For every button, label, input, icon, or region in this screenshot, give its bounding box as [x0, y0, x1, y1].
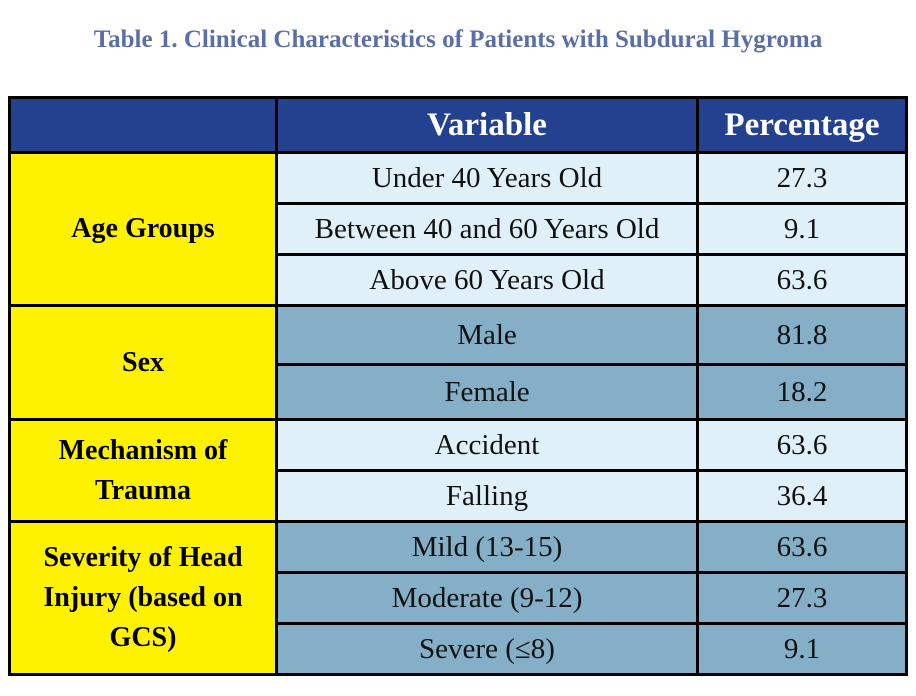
- percentage-cell: 9.1: [696, 622, 908, 676]
- header-variable: Variable: [275, 96, 699, 154]
- percentage-cell: 63.6: [696, 520, 908, 574]
- group-label-severity: Severity of Head Injury (based on GCS): [8, 520, 278, 676]
- variable-cell: Above 60 Years Old: [275, 253, 699, 307]
- group-label-sex: Sex: [8, 304, 278, 421]
- table-row: Sex Male 81.8: [8, 304, 908, 421]
- variable-cell: Severe (≤8): [275, 622, 699, 676]
- variable-cell: Under 40 Years Old: [275, 151, 699, 205]
- table-row: Above 60 Years Old 63.6: [10, 253, 908, 307]
- percentage-cell: 63.6: [696, 418, 908, 472]
- table-row: Severe (≤8) 9.1: [10, 622, 908, 676]
- table-row: Female 18.2: [10, 363, 908, 421]
- percentage-cell: 63.6: [696, 253, 908, 307]
- table-row: Falling 36.4: [10, 469, 908, 523]
- percentage-cell: 9.1: [696, 202, 908, 256]
- table-row: Age Groups Under 40 Years Old 27.3: [8, 151, 908, 307]
- table-row: Moderate (9-12) 27.3: [10, 571, 908, 625]
- variable-cell: Female: [275, 363, 699, 421]
- table-row: Severity of Head Injury (based on GCS) M…: [8, 520, 908, 676]
- percentage-cell: 18.2: [696, 363, 908, 421]
- variable-cell: Mild (13-15): [275, 520, 699, 574]
- variable-cell: Falling: [275, 469, 699, 523]
- group-label-age: Age Groups: [8, 151, 278, 307]
- header-group: [8, 96, 278, 154]
- clinical-characteristics-table: Variable Percentage Age Groups Under 40 …: [8, 96, 908, 676]
- table-row: Between 40 and 60 Years Old 9.1: [10, 202, 908, 256]
- table-header-row: Variable Percentage: [8, 96, 908, 154]
- percentage-cell: 36.4: [696, 469, 908, 523]
- header-percentage: Percentage: [696, 96, 908, 154]
- variable-cell: Moderate (9-12): [275, 571, 699, 625]
- group-label-mechanism: Mechanism of Trauma: [8, 418, 278, 523]
- variable-cell: Accident: [275, 418, 699, 472]
- table-title: Table 1. Clinical Characteristics of Pat…: [93, 26, 823, 53]
- percentage-cell: 27.3: [696, 151, 908, 205]
- percentage-cell: 81.8: [696, 304, 908, 366]
- variable-cell: Between 40 and 60 Years Old: [275, 202, 699, 256]
- table-row: Mechanism of Trauma Accident 63.6: [8, 418, 908, 523]
- variable-cell: Male: [275, 304, 699, 366]
- percentage-cell: 27.3: [696, 571, 908, 625]
